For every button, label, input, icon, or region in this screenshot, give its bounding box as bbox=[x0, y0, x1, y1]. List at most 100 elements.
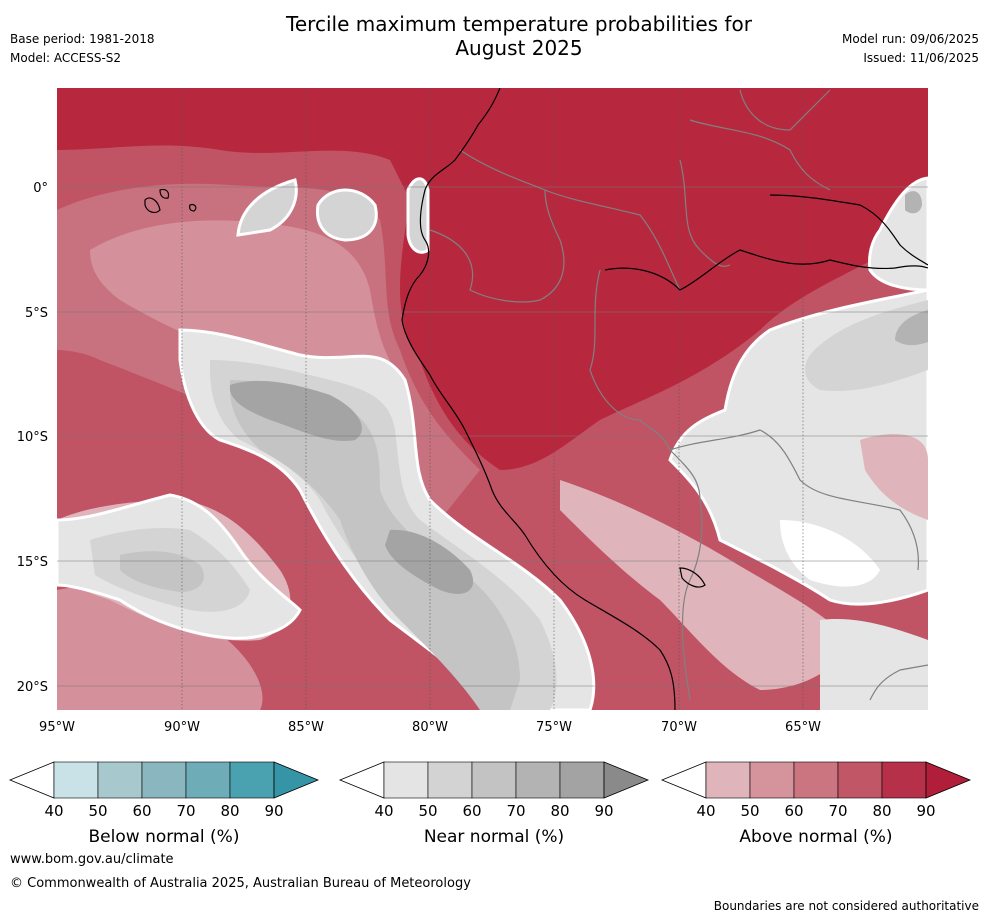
title-line-2: August 2025 bbox=[455, 36, 583, 60]
colorbar-above: 40 50 60 70 80 90 Above normal (%) bbox=[660, 761, 972, 847]
colorbar-above-segment bbox=[705, 761, 751, 799]
colorbar-below-tick-label: 80 bbox=[220, 802, 239, 820]
border-brazil-north bbox=[739, 89, 831, 131]
lon-label-85w: 85°W bbox=[288, 720, 324, 735]
colorbar-above-tick-label: 60 bbox=[784, 802, 803, 820]
issued-label: Issued: 11/06/2025 bbox=[863, 51, 979, 65]
colorbar-below-segment bbox=[185, 761, 231, 799]
border-colombia-brazil bbox=[679, 159, 731, 267]
near-40-region-far-southeast bbox=[820, 619, 928, 710]
base-period-label: Base period: 1981-2018 bbox=[10, 32, 155, 46]
border-bolivia bbox=[669, 449, 703, 701]
colorbar-group: 40 50 60 70 80 90 Below normal (%) 40 50 60 70 80 90… bbox=[8, 761, 972, 847]
latitude-axis: 0° 5°S 10°S 15°S 20°S bbox=[17, 181, 48, 695]
colorbar-above-tick-label: 90 bbox=[916, 802, 935, 820]
coast-galapagos-island-3 bbox=[189, 203, 197, 212]
near-50-patch-1 bbox=[236, 178, 298, 237]
border-colombia-peru bbox=[459, 149, 681, 291]
colorbar-near-tick-label: 80 bbox=[550, 802, 569, 820]
footer-copyright: © Commonwealth of Australia 2025, Austra… bbox=[10, 876, 471, 891]
colorbar-near-segment bbox=[427, 761, 473, 799]
coast-amazon-river-north bbox=[769, 194, 928, 266]
near-50-region-east bbox=[805, 300, 928, 391]
colorbar-near-segment bbox=[383, 761, 429, 799]
colorbar-below-segment bbox=[97, 761, 143, 799]
colorbar-near-tick-label: 70 bbox=[506, 802, 525, 820]
colorbar-near-segment bbox=[471, 761, 517, 799]
colorbar-above-segment bbox=[881, 761, 927, 799]
lat-label-0: 0° bbox=[33, 181, 48, 196]
lat-label-20s: 20°S bbox=[17, 680, 48, 695]
lon-label-90w: 90°W bbox=[164, 720, 200, 735]
graticule bbox=[181, 88, 804, 710]
colorbar-above-tick-label: 80 bbox=[872, 802, 891, 820]
colorbar-near-segment bbox=[559, 761, 605, 799]
coast-lake-titicaca bbox=[679, 567, 706, 588]
colorbar-near-tick-label: 40 bbox=[374, 802, 393, 820]
colorbar-near: 40 50 60 70 80 90 Near normal (%) bbox=[338, 761, 650, 847]
above-40-region-southeast bbox=[860, 434, 928, 520]
title-line-1: Tercile maximum temperature probabilitie… bbox=[286, 12, 752, 36]
near-60-region-east bbox=[895, 310, 928, 346]
colorbar-below-tick-label: 40 bbox=[44, 802, 63, 820]
colorbar-below-right-extend bbox=[273, 761, 320, 799]
near-70-region-1 bbox=[229, 380, 362, 441]
model-label: Model: ACCESS-S2 bbox=[10, 51, 122, 65]
coast-amazon-river bbox=[604, 249, 928, 291]
footer-note: Boundaries are not considered authoritat… bbox=[713, 899, 979, 913]
colorbar-below-segment bbox=[229, 761, 275, 799]
near-70-region-2 bbox=[385, 529, 474, 594]
border-ecuador-peru bbox=[429, 189, 565, 303]
near-60-patch-northeast bbox=[905, 191, 922, 214]
map-area bbox=[57, 88, 928, 710]
model-run-label: Model run: 09/06/2025 bbox=[841, 32, 979, 46]
colorbar-above-left-extend bbox=[660, 761, 707, 799]
colorbar-below-tick-label: 50 bbox=[88, 802, 107, 820]
border-bolivia-brazil bbox=[669, 429, 920, 571]
border-peru-brazil bbox=[589, 269, 671, 451]
colorbar-below-label: Below normal (%) bbox=[89, 827, 240, 847]
colorbar-near-left-extend bbox=[338, 761, 385, 799]
border-venezuela bbox=[689, 119, 831, 191]
colorbar-above-segment bbox=[837, 761, 883, 799]
longitude-axis: 95°W 90°W 85°W 80°W 75°W 70°W 65°W bbox=[39, 720, 821, 735]
colorbar-below-segment bbox=[141, 761, 187, 799]
footer-url: www.bom.gov.au/climate bbox=[10, 852, 174, 867]
colorbar-above-right-extend bbox=[925, 761, 972, 799]
lat-label-15s: 15°S bbox=[17, 555, 48, 570]
colorbar-below-tick-label: 60 bbox=[132, 802, 151, 820]
colorbar-below-tick-label: 90 bbox=[264, 802, 283, 820]
near-60-region-southwest bbox=[120, 551, 204, 592]
colorbar-above-tick-label: 50 bbox=[740, 802, 759, 820]
lon-label-95w: 95°W bbox=[39, 720, 75, 735]
colorbar-near-segment bbox=[515, 761, 561, 799]
lon-label-70w: 70°W bbox=[661, 720, 697, 735]
colorbar-near-tick-label: 90 bbox=[594, 802, 613, 820]
border-southeast bbox=[869, 664, 928, 701]
parallels bbox=[57, 186, 928, 687]
colorbar-near-tick-label: 50 bbox=[418, 802, 437, 820]
lon-label-75w: 75°W bbox=[536, 720, 572, 735]
lat-label-5s: 5°S bbox=[25, 306, 48, 321]
colorbar-near-label: Near normal (%) bbox=[424, 827, 564, 847]
coast-galapagos-island-2 bbox=[159, 188, 170, 199]
near-60-band bbox=[230, 380, 520, 710]
colorbar-below: 40 50 60 70 80 90 Below normal (%) bbox=[8, 761, 320, 847]
colorbar-above-tick-label: 70 bbox=[828, 802, 847, 820]
colorbar-below-segment bbox=[53, 761, 99, 799]
coastlines bbox=[144, 88, 928, 710]
coast-south-america-pacific bbox=[401, 88, 676, 710]
coast-galapagos-island-1 bbox=[144, 197, 161, 214]
colorbar-above-label: Above normal (%) bbox=[739, 827, 892, 847]
lat-label-10s: 10°S bbox=[17, 430, 48, 445]
colorbar-below-left-extend bbox=[8, 761, 55, 799]
country-borders bbox=[429, 89, 928, 701]
near-50-patch-2 bbox=[315, 188, 378, 242]
above-50-region-south bbox=[57, 587, 263, 710]
colorbar-above-segment bbox=[793, 761, 839, 799]
lon-label-80w: 80°W bbox=[412, 720, 448, 735]
colorbar-above-segment bbox=[749, 761, 795, 799]
lon-label-65w: 65°W bbox=[785, 720, 821, 735]
below-40-region-east bbox=[780, 520, 880, 587]
